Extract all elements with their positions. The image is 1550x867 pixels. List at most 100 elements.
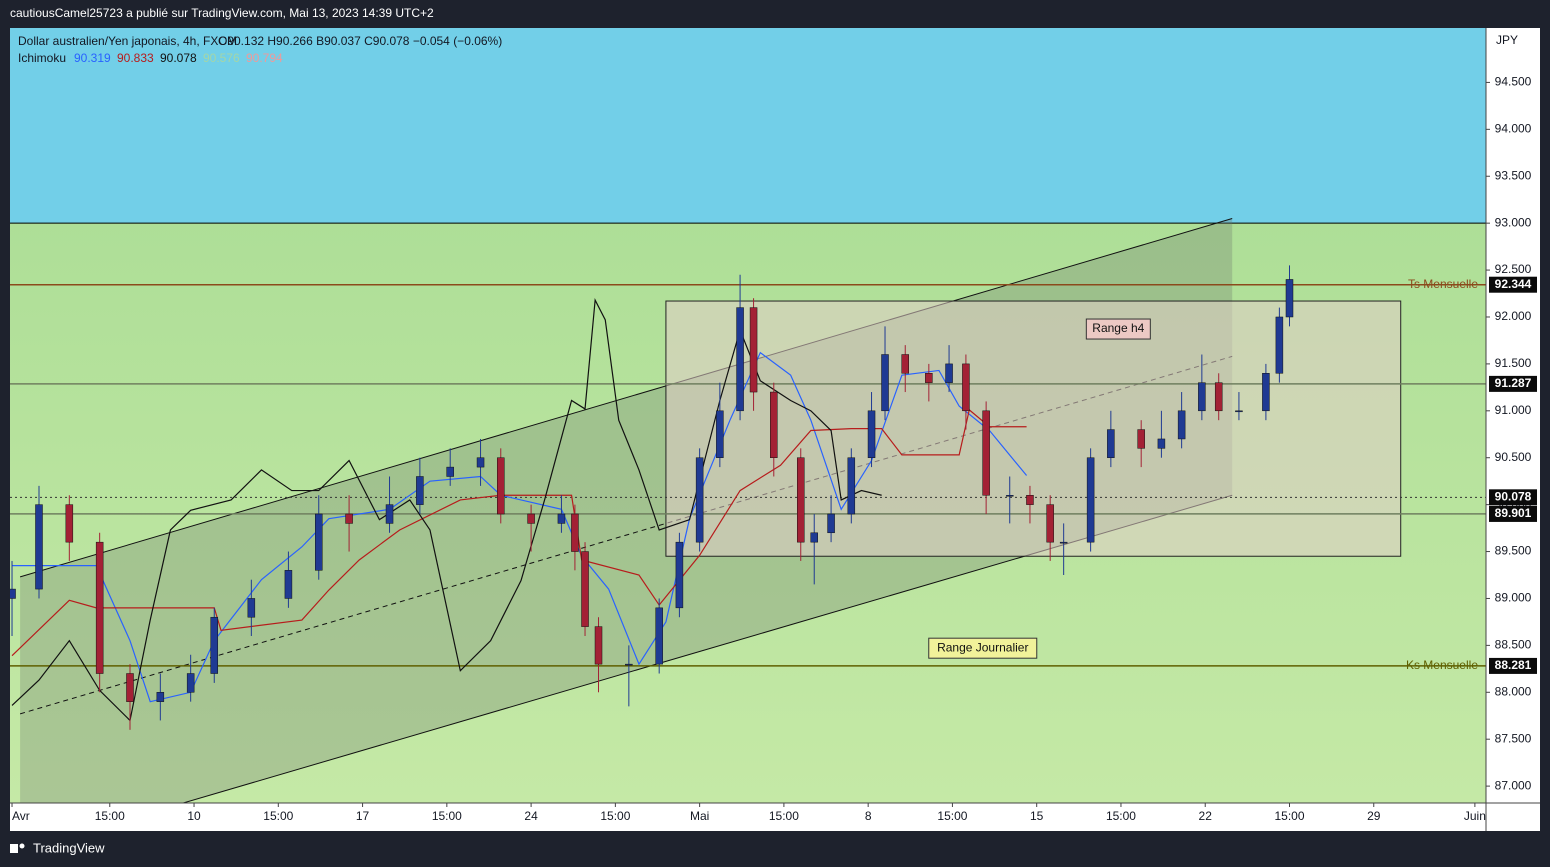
range-note: Range Journalier: [937, 640, 1028, 654]
ichimoku-line: [11, 297, 882, 722]
candle-body: [749, 307, 758, 393]
level-label: 90.078: [1495, 489, 1532, 503]
candle-body: [284, 570, 293, 599]
candle-body: [962, 363, 970, 412]
x-tick-label: Avr: [12, 809, 30, 823]
y-tick-label: 88.000: [1495, 684, 1532, 698]
x-tick-label: 15:00: [432, 809, 462, 823]
x-tick-label: 17: [356, 809, 370, 823]
y-tick-label: 92.500: [1495, 262, 1532, 276]
y-tick-label: 92.000: [1495, 309, 1532, 323]
candle-body: [497, 457, 505, 515]
candle-body: [945, 363, 953, 383]
candle-body: [770, 391, 778, 458]
level-label: 89.901: [1495, 506, 1532, 520]
candle-body: [1262, 373, 1270, 412]
candle-body: [594, 626, 603, 665]
candle-body: [126, 673, 134, 702]
candle-body: [797, 457, 805, 543]
candle-body: [35, 504, 43, 590]
y-tick-label: 90.500: [1495, 450, 1532, 464]
x-tick-label: 15:00: [769, 809, 799, 823]
upper-zone: [10, 28, 1486, 224]
candle-body: [1059, 541, 1068, 544]
x-tick-label: 29: [1367, 809, 1381, 823]
candle-body: [1107, 429, 1115, 458]
candle-body: [345, 513, 353, 524]
x-tick-label: 8: [865, 809, 872, 823]
candle-body: [982, 410, 990, 496]
candle-body: [901, 354, 909, 374]
candle-body: [314, 513, 323, 571]
candle-body: [1026, 495, 1034, 505]
y-tick-label: 93.500: [1495, 168, 1532, 182]
candle-body: [1086, 457, 1095, 543]
candle-body: [716, 410, 724, 458]
brand-logo: [10, 843, 25, 853]
candle-body: [476, 457, 485, 468]
candle-body: [1285, 279, 1294, 318]
candle-body: [1235, 410, 1243, 413]
candle-body: [557, 513, 566, 524]
level-label: 91.287: [1495, 376, 1532, 390]
candle-body: [1177, 410, 1186, 440]
level-label-bg: [1489, 489, 1537, 506]
candle-body: [527, 513, 535, 524]
y-tick-label: 93.000: [1495, 215, 1532, 229]
x-tick-label: 10: [187, 809, 201, 823]
candle-body: [385, 504, 394, 524]
y-tick-label: 87.500: [1495, 731, 1532, 745]
candle-body: [1005, 495, 1014, 497]
channel-top: [19, 217, 1233, 578]
candle-body: [881, 354, 889, 412]
ichimoku-line: [12, 351, 1028, 703]
candle-body: [810, 532, 818, 543]
y-tick-label: 88.500: [1495, 638, 1532, 652]
y-tick-label: 91.000: [1495, 403, 1532, 417]
candle-body: [1198, 382, 1206, 412]
x-tick-label: 15:00: [937, 809, 967, 823]
candle-body: [581, 551, 589, 627]
range-note-bg: [928, 637, 1038, 659]
candle-body: [95, 541, 104, 674]
level-label-bg: [1489, 657, 1537, 674]
candle-body: [416, 476, 424, 505]
candle-body: [10, 588, 16, 599]
y-tick-label: 94.000: [1495, 122, 1532, 136]
ichimoku-line: [11, 408, 1027, 657]
x-tick-label: 15:00: [1274, 809, 1304, 823]
x-tick-label: Mai: [690, 809, 709, 823]
ichimoku-readout: 90.319: [74, 51, 111, 65]
y-tick-label: 89.000: [1495, 591, 1532, 605]
candle-body: [1137, 429, 1145, 449]
x-tick-label: 22: [1199, 809, 1213, 823]
level-label: 88.281: [1495, 658, 1532, 672]
candle-body: [186, 673, 195, 693]
brand: TradingView: [33, 840, 105, 855]
x-tick-label: 15: [1030, 809, 1044, 823]
candle-body: [925, 373, 933, 383]
x-tick-label: 15:00: [1106, 809, 1136, 823]
level-label-bg: [1489, 276, 1537, 293]
candle-body: [736, 307, 744, 412]
candle-body: [247, 598, 256, 618]
y-tick-label: 89.500: [1495, 544, 1532, 558]
candle-body: [847, 457, 856, 515]
x-tick-label: 15:00: [263, 809, 293, 823]
candle-body: [156, 692, 165, 702]
candle-body: [655, 607, 663, 665]
currency: JPY: [1496, 33, 1518, 47]
candle-body: [1046, 504, 1054, 543]
ichimoku-readout: 90.794: [246, 51, 283, 65]
candle-body: [675, 541, 684, 609]
level-label: 92.344: [1495, 277, 1532, 291]
x-tick-label: 15:00: [95, 809, 125, 823]
level-label-bg: [1489, 505, 1537, 522]
candle-body: [210, 616, 219, 674]
candle-body: [695, 457, 704, 543]
candle-body: [1275, 316, 1284, 374]
candle-body: [571, 513, 579, 552]
candle-body: [625, 663, 633, 666]
